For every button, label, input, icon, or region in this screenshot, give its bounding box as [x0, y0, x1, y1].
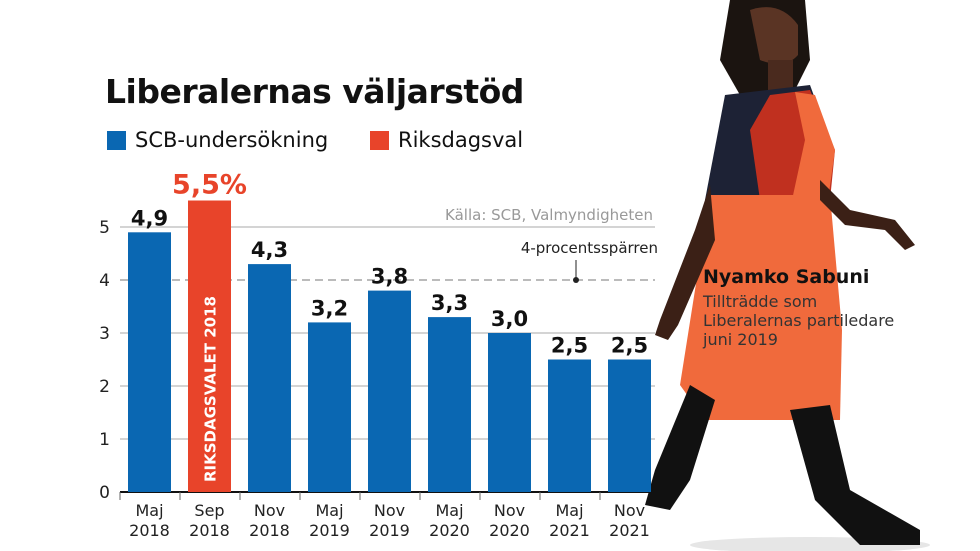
x-tick-label: Nov [494, 501, 525, 520]
x-tick-label: 2021 [609, 521, 650, 540]
x-tick-label: 2018 [249, 521, 290, 540]
data-label: 3,8 [371, 265, 408, 289]
person-name: Nyamko Sabuni [703, 266, 870, 288]
x-tick-label: Nov [614, 501, 645, 520]
legend-item-scb: SCB-undersökning [107, 128, 328, 152]
x-tick-label: Maj [135, 501, 163, 520]
x-tick-label: 2021 [549, 521, 590, 540]
legend-swatch-riksdagsval [370, 130, 389, 150]
threshold-dot [573, 277, 579, 283]
data-label: 2,5 [551, 334, 588, 358]
data-label: 2,5 [611, 334, 648, 358]
x-tick-label: 2020 [429, 521, 470, 540]
x-tick-label: 2019 [309, 521, 350, 540]
person-description: Tillträdde som Liberalernas partiledare … [703, 292, 895, 349]
x-tick-label: Nov [374, 501, 405, 520]
threshold-label: 4-procentsspärren [521, 239, 658, 257]
x-tick-label: 2019 [369, 521, 410, 540]
y-tick-label: 4 [99, 271, 110, 291]
data-label: 4,3 [251, 238, 288, 262]
person-photo [645, 0, 930, 551]
data-label: 5,5% [172, 170, 247, 201]
bar [188, 200, 231, 492]
x-tick-label: 2018 [189, 521, 230, 540]
x-tick-label: Maj [315, 501, 343, 520]
bar [368, 290, 411, 492]
data-label: 3,2 [311, 296, 348, 320]
y-tick-label: 2 [99, 377, 110, 397]
x-tick-label: Maj [435, 501, 463, 520]
legend-label-riksdagsval: Riksdagsval [398, 128, 524, 152]
bar [248, 264, 291, 492]
y-tick-label: 1 [99, 430, 110, 450]
bar-annotation: RIKSDAGSVALET 2018 [202, 296, 220, 482]
source-note: Källa: SCB, Valmyndigheten [445, 206, 653, 224]
bar [608, 359, 651, 492]
x-tick-label: Maj [555, 501, 583, 520]
x-tick-label: Sep [194, 501, 224, 520]
legend-label-scb: SCB-undersökning [135, 128, 329, 152]
legend-swatch-scb [107, 130, 126, 150]
y-tick-label: 0 [99, 483, 110, 503]
bar [308, 322, 351, 492]
bar [428, 317, 471, 492]
x-tick-label: 2020 [489, 521, 530, 540]
chart-title: Liberalernas väljarstöd [105, 72, 524, 111]
bar [548, 359, 591, 492]
data-label: 3,0 [491, 307, 528, 331]
data-label: 4,9 [131, 206, 168, 230]
bar [488, 333, 531, 492]
data-label: 3,3 [431, 291, 468, 315]
bar [128, 232, 171, 493]
x-tick-label: Nov [254, 501, 285, 520]
x-tick-label: 2018 [129, 521, 170, 540]
legend-item-riksdagsval: Riksdagsval [370, 128, 523, 152]
y-tick-label: 5 [99, 218, 110, 238]
y-tick-label: 3 [99, 324, 110, 344]
